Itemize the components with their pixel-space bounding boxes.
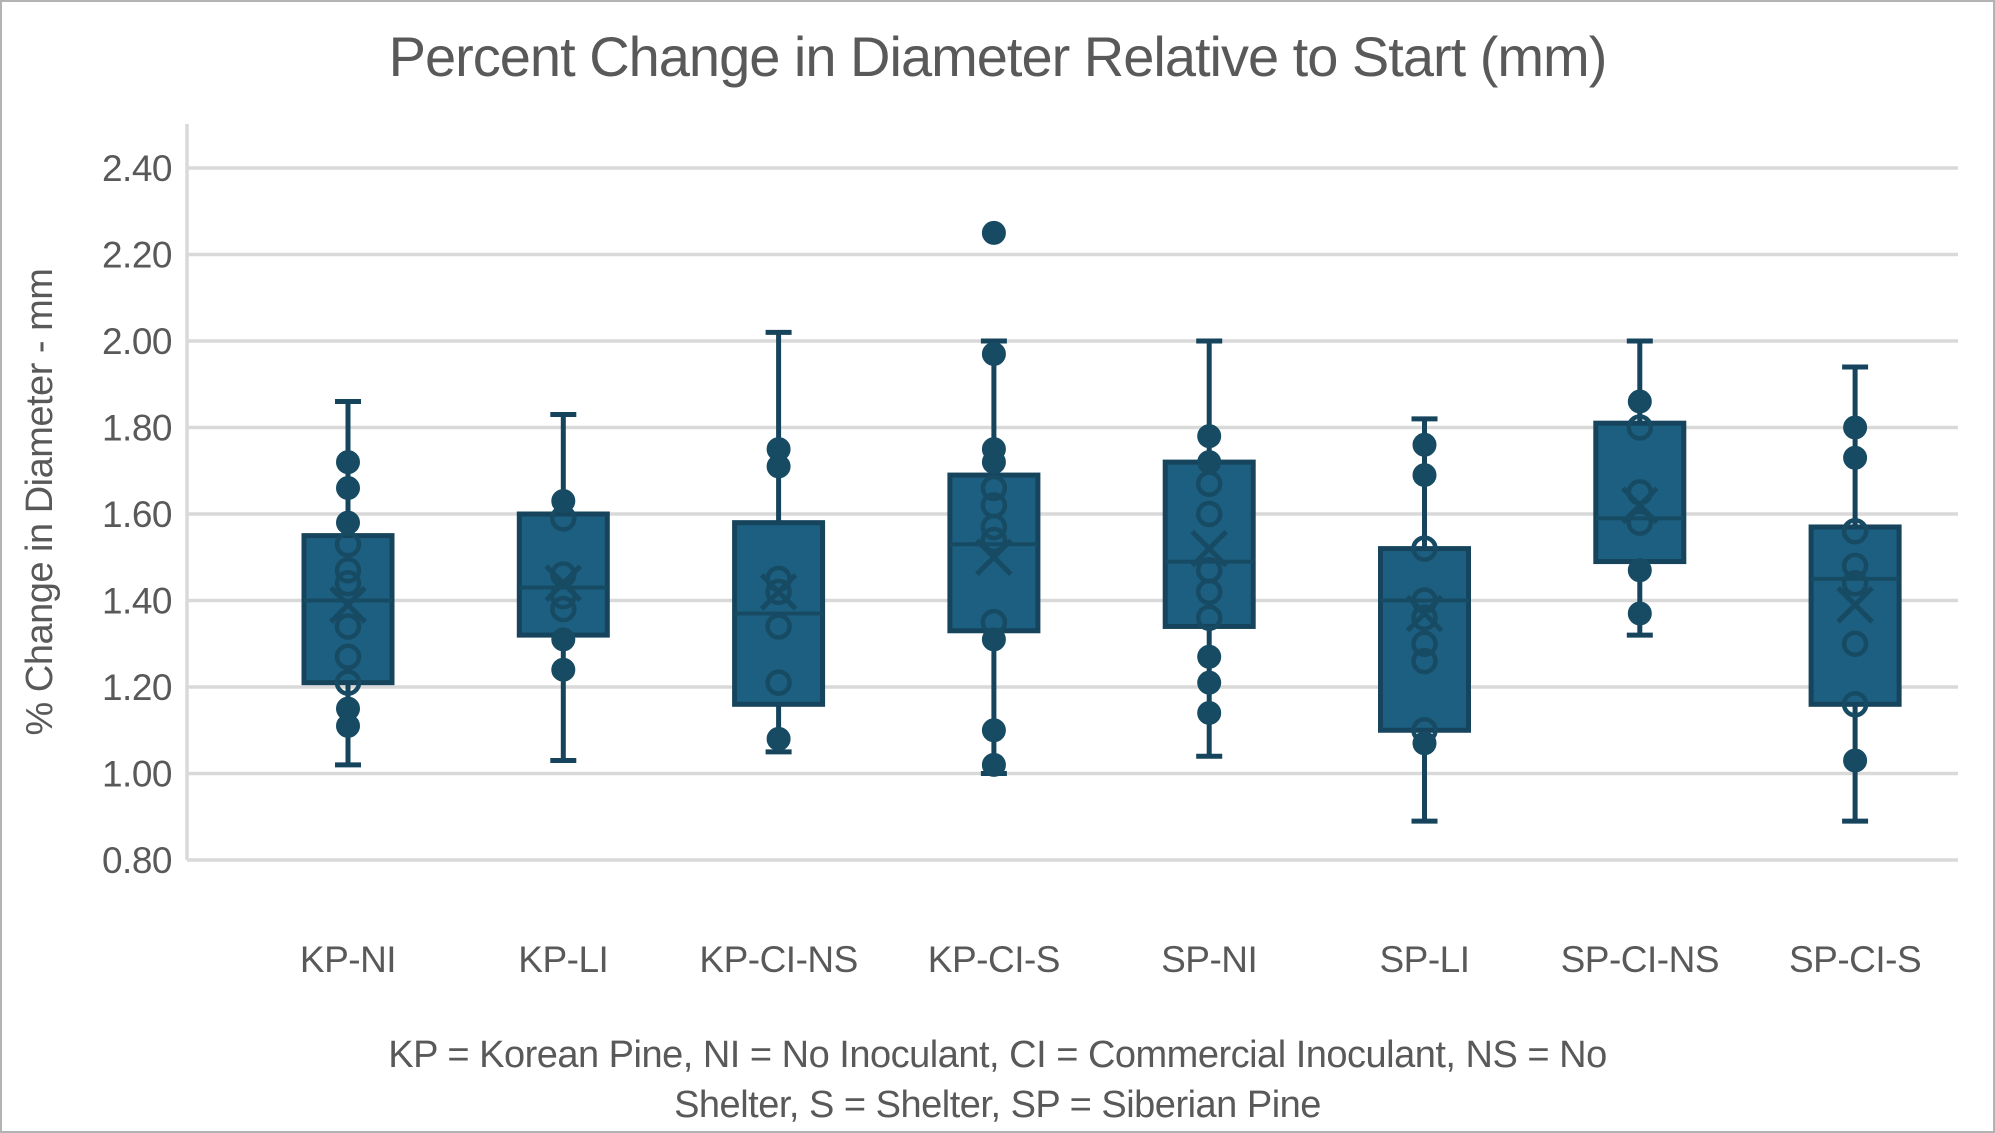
data-point-solid: [981, 450, 1006, 475]
y-tick-label: 1.60: [102, 494, 172, 535]
data-point-solid: [981, 341, 1006, 366]
footnote-line-1: KP = Korean Pine, NI = No Inoculant, CI …: [388, 1034, 1607, 1076]
data-point-open: [1626, 414, 1654, 441]
chart-title: Percent Change in Diameter Relative to S…: [388, 25, 1608, 88]
category-label: SP-CI-NS: [1561, 939, 1719, 980]
mean-x-marker: [544, 564, 583, 602]
data-point-solid: [1627, 389, 1652, 414]
data-point-solid: [1627, 601, 1652, 626]
data-point-solid: [1627, 558, 1652, 583]
data-point-open: [1411, 604, 1438, 632]
category-label: KP-LI: [518, 939, 608, 980]
data-point-open: [1411, 647, 1438, 675]
data-point-open: [980, 474, 1008, 502]
data-point-open: [1411, 630, 1438, 657]
data-point-solid: [981, 752, 1006, 777]
data-point-solid: [1843, 748, 1868, 773]
mean-x-marker: [1836, 586, 1874, 624]
data-point-open: [334, 569, 362, 597]
data-point-solid: [981, 718, 1006, 743]
data-point-solid: [1412, 432, 1437, 457]
mean-x-marker: [1405, 594, 1444, 633]
data-point-open: [334, 669, 362, 696]
data-point-open: [334, 556, 362, 584]
footnote: KP = Korean Pine, NI = No Inoculant, CI …: [0, 1030, 1995, 1130]
y-tick-label: 1.80: [102, 408, 172, 449]
data-point-solid: [336, 713, 360, 738]
data-point-open: [1626, 509, 1654, 536]
y-tick-label: 2.40: [102, 148, 172, 189]
data-point-open: [1841, 630, 1869, 657]
box-rect: [1593, 420, 1687, 565]
data-point-solid: [1843, 415, 1868, 440]
category-label: SP-CI-S: [1789, 939, 1921, 980]
data-point-solid: [766, 454, 791, 479]
data-point-solid: [551, 489, 576, 514]
data-point-open: [1195, 578, 1223, 606]
mean-x-marker: [1190, 529, 1228, 568]
y-tick-label: 1.20: [102, 667, 172, 708]
data-point-solid: [336, 450, 360, 475]
data-point-solid: [766, 726, 791, 751]
category-label: SP-LI: [1379, 939, 1469, 980]
y-tick-label: 0.80: [102, 840, 172, 881]
data-point-open: [765, 669, 792, 696]
mean-x-marker: [975, 538, 1013, 577]
data-point-open: [1411, 535, 1438, 562]
data-point-solid: [1197, 670, 1222, 695]
data-point-open: [765, 578, 792, 606]
category-label: KP-CI-NS: [699, 939, 857, 980]
data-point-solid: [1197, 450, 1222, 475]
box-rect: [516, 511, 610, 638]
data-point-solid: [1197, 700, 1222, 725]
data-point-solid: [1197, 644, 1222, 669]
data-point-open: [334, 643, 362, 670]
data-point-open: [1195, 604, 1223, 632]
data-point-open: [980, 526, 1008, 554]
y-tick-label: 2.20: [102, 235, 172, 276]
data-point-open: [1841, 518, 1869, 545]
data-point-open: [1841, 691, 1869, 718]
data-point-solid: [336, 510, 360, 535]
category-label: SP-NI: [1161, 939, 1257, 980]
footnote-line-2: Shelter, S = Shelter, SP = Siberian Pine: [674, 1084, 1321, 1126]
data-point-solid: [1843, 445, 1868, 470]
mean-x-marker: [1621, 486, 1659, 525]
data-point-open: [765, 613, 792, 640]
data-point-solid: [1197, 424, 1222, 449]
data-point-solid: [551, 627, 576, 652]
data-point-open: [334, 613, 362, 640]
mean-x-marker: [759, 573, 798, 611]
y-tick-label: 2.00: [102, 321, 172, 362]
data-point-open: [1841, 569, 1869, 597]
data-point-open: [980, 513, 1008, 541]
data-point-solid: [1412, 463, 1437, 488]
category-label: KP-CI-S: [928, 939, 1060, 980]
box-rect: [1378, 546, 1471, 733]
data-point-solid: [981, 627, 1006, 652]
data-point-solid: [981, 220, 1006, 245]
data-point-solid: [1412, 731, 1437, 756]
data-point-solid: [336, 476, 360, 501]
data-point-open: [550, 595, 577, 623]
y-tick-label: 1.40: [102, 581, 172, 622]
data-point-open: [1841, 552, 1869, 580]
mean-x-marker: [329, 586, 367, 624]
category-label: KP-NI: [300, 939, 396, 980]
data-point-open: [1195, 500, 1223, 528]
data-point-solid: [551, 657, 576, 682]
y-tick-label: 1.00: [102, 754, 172, 795]
